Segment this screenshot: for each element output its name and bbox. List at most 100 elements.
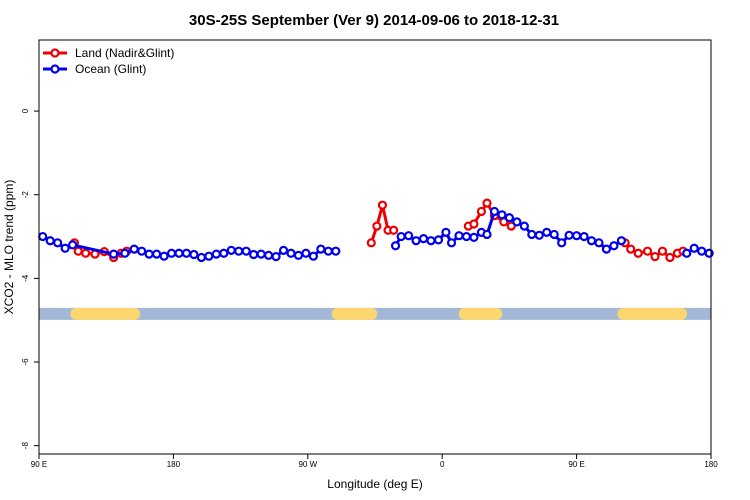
data-point (166, 248, 177, 258)
data-point (120, 248, 130, 258)
data-point (446, 238, 457, 248)
data-point (469, 219, 479, 229)
data-point (404, 231, 414, 241)
data-point (633, 248, 643, 258)
data-point (264, 250, 274, 260)
data-point (454, 231, 464, 241)
data-point (67, 240, 78, 250)
data-point (286, 248, 296, 258)
data-point (219, 248, 229, 258)
data-point (196, 252, 206, 263)
y-axis-label: XCO2 - MLO trend (ppm) (2, 180, 16, 315)
legend-marker (50, 64, 60, 74)
data-point (331, 246, 341, 256)
data-point (549, 229, 559, 240)
data-point (665, 252, 675, 263)
data-point (241, 246, 251, 256)
data-point (211, 249, 221, 259)
data-point (642, 246, 653, 256)
legend-label: Ocean (Glint) (75, 62, 146, 76)
x-tick-label: 90 E (31, 460, 47, 469)
data-point (152, 249, 162, 259)
data-point (482, 229, 492, 240)
data-point (181, 248, 192, 258)
data-point (564, 230, 574, 240)
y-axis: 0 -2 -4 -6 -8 (21, 108, 39, 449)
data-point (579, 231, 589, 242)
data-point (137, 246, 147, 256)
data-point (571, 231, 582, 241)
legend-marker (50, 48, 60, 58)
data-point (226, 245, 236, 255)
data-point (534, 230, 544, 240)
x-axis: 90 E 180 90 W 0 90 E 180 (31, 454, 718, 469)
x-tick-label: 180 (167, 460, 181, 469)
data-point (586, 236, 597, 246)
data-point (527, 229, 537, 240)
y-tick-label: -2 (21, 191, 30, 199)
data-point (542, 227, 552, 237)
data-point (45, 236, 55, 246)
y-tick-label: 0 (21, 108, 30, 113)
data-point (704, 248, 714, 258)
data-point (53, 238, 63, 248)
data-point (144, 249, 154, 259)
data-point (616, 236, 627, 246)
legend-item: Ocean (Glint) (43, 62, 146, 76)
legend: Land (Nadir&Glint) Ocean (Glint) (43, 46, 174, 76)
x-tick-label: 90 E (568, 460, 584, 469)
data-point (389, 225, 399, 235)
x-axis-label: Longitude (deg E) (327, 477, 422, 491)
data-point (377, 200, 388, 210)
data-point (557, 238, 567, 248)
data-point (204, 251, 214, 261)
data-point (418, 234, 429, 244)
x-tick-label: 90 W (298, 460, 317, 469)
data-point (504, 213, 514, 223)
data-point (249, 249, 259, 260)
y-tick-label: -8 (21, 442, 30, 450)
data-point (650, 252, 660, 262)
series-layer (38, 198, 714, 263)
legend-item: Land (Nadir&Glint) (43, 46, 174, 60)
data-point (81, 248, 91, 258)
plot-frame (38, 39, 712, 455)
data-point (461, 231, 472, 242)
data-point (271, 252, 281, 262)
data-point (396, 231, 406, 242)
data-point (129, 244, 139, 254)
data-point (293, 250, 304, 260)
x-tick-label: 0 (440, 460, 445, 469)
data-point (308, 251, 318, 261)
data-point (60, 243, 70, 253)
data-point (512, 217, 522, 227)
data-point (323, 246, 333, 256)
data-point (497, 210, 507, 220)
y-tick-label: -4 (21, 274, 30, 282)
data-point (469, 232, 479, 242)
data-point (697, 246, 707, 256)
data-point (390, 241, 401, 251)
data-point (411, 236, 421, 246)
data-point (372, 221, 382, 231)
data-point (682, 248, 692, 258)
data-point (626, 244, 636, 254)
data-point (174, 248, 184, 258)
data-point (73, 246, 83, 256)
data-point (234, 246, 244, 256)
data-point (433, 235, 444, 245)
data-point (657, 246, 668, 256)
data-point (594, 238, 604, 248)
chart-title: 30S-25S September (Ver 9) 2014-09-06 to … (189, 12, 559, 29)
data-point (519, 221, 529, 231)
data-point (489, 206, 500, 217)
data-point (426, 236, 436, 246)
data-point (278, 245, 289, 255)
data-point (601, 244, 612, 254)
data-point (301, 248, 311, 258)
data-point (476, 206, 486, 217)
data-point (366, 238, 376, 248)
series-ocean (38, 206, 714, 263)
y-tick-label: -6 (21, 358, 30, 366)
